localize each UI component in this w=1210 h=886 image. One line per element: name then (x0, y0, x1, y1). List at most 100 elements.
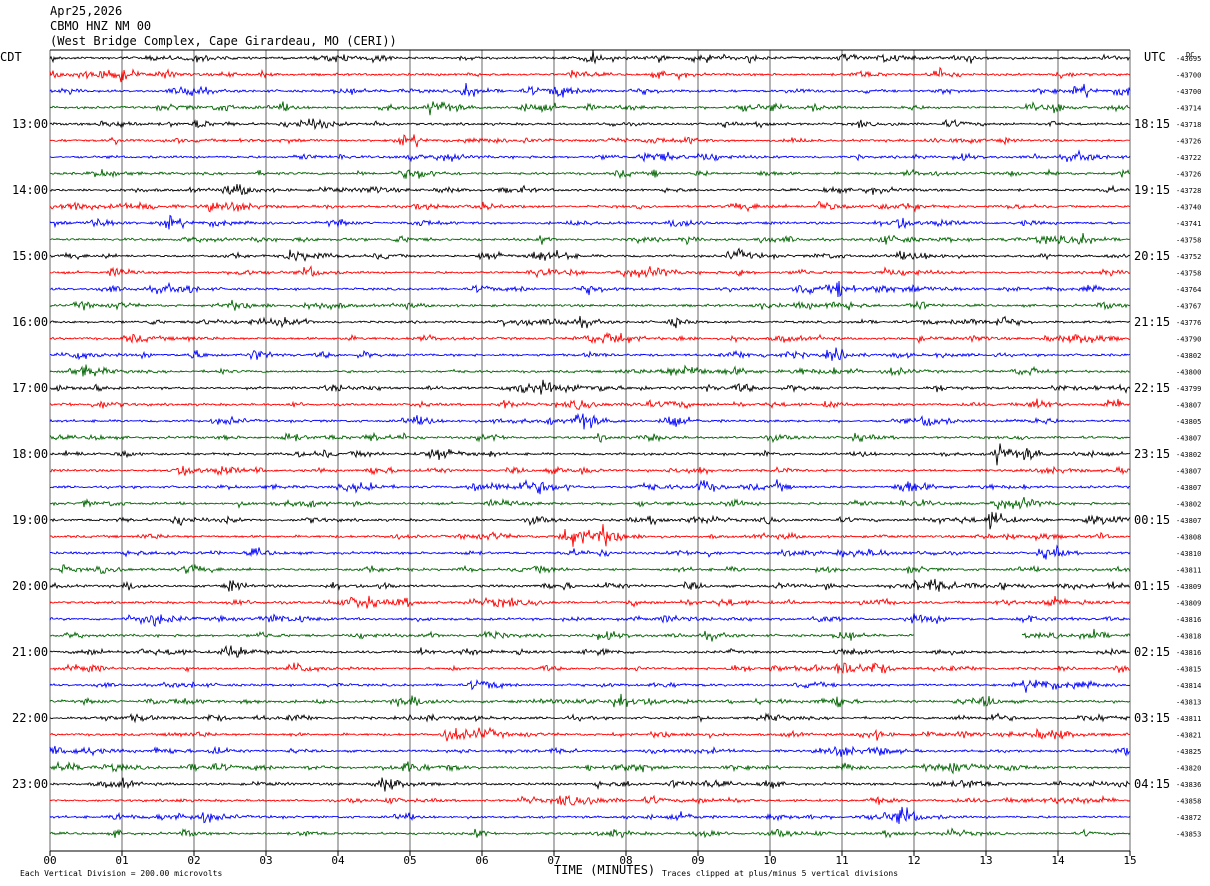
cdt-label-9: 22:00 (12, 711, 48, 725)
trace-37 (49, 645, 1130, 658)
cdt-label-5: 18:00 (12, 447, 48, 461)
trace-16 (49, 299, 1131, 311)
x-tick-label-12: 12 (907, 854, 920, 867)
dc-offset-41: -43811 (1176, 715, 1201, 723)
dc-offset-18: -43790 (1176, 336, 1201, 344)
dc-offset-19: -43802 (1176, 352, 1201, 360)
dc-offset-47: -43872 (1176, 814, 1201, 822)
trace-26 (49, 465, 1131, 476)
utc-label-8: 02:15 (1134, 645, 1170, 659)
dc-offset-3: -43700 (1176, 88, 1201, 96)
trace-42 (50, 726, 1131, 742)
trace-29 (49, 511, 1131, 530)
x-axis-ticks: 00 01 02 03 04 05 06 07 08 09 10 11 12 13 14 15 (43, 851, 1137, 867)
scale-note: Each Vertical Division = 200.00 microvol… (20, 869, 222, 878)
utc-label-10: 04:15 (1134, 777, 1170, 791)
utc-label-9: 03:15 (1134, 711, 1170, 725)
trace-46 (49, 794, 1131, 806)
utc-label-7: 01:15 (1134, 579, 1170, 593)
trace-9 (49, 184, 1131, 196)
trace-15 (49, 280, 1131, 298)
dc-offset-44: -43820 (1176, 765, 1201, 773)
utc-label-5: 23:15 (1134, 447, 1170, 461)
trace-43 (49, 745, 1131, 757)
dc-offset-27: -43807 (1176, 484, 1201, 492)
trace-23 (49, 412, 1131, 430)
dc-offset-22: -43807 (1176, 402, 1201, 410)
x-tick-label-4: 04 (331, 854, 345, 867)
dc-offset-39: -43814 (1176, 682, 1201, 690)
x-tick-label-3: 03 (259, 854, 272, 867)
trace-36 (49, 628, 1131, 642)
trace-28 (49, 496, 1131, 510)
seismic-traces (49, 50, 1131, 839)
cdt-label-7: 20:00 (12, 579, 48, 593)
dc-offset-12: -43758 (1176, 237, 1201, 245)
left-axis-title: CDT (0, 50, 22, 64)
trace-25 (49, 443, 1131, 466)
trace-20 (49, 364, 1131, 377)
x-tick-label-13: 13 (979, 854, 992, 867)
trace-24 (49, 431, 1131, 444)
trace-3 (49, 83, 1131, 98)
dc-offset-48: -43853 (1176, 831, 1201, 839)
dc-offset-28: -43802 (1176, 501, 1201, 509)
dc-offset-6: -43726 (1176, 138, 1201, 146)
plot-date: Apr25,2026 (50, 4, 122, 18)
dc-offset-8: -43726 (1176, 171, 1201, 179)
dc-offset-30: -43808 (1176, 534, 1201, 542)
dc-offset-40: -43813 (1176, 699, 1201, 707)
clip-note: Traces clipped at plus/minus 5 vertical … (662, 869, 898, 878)
x-tick-label-6: 06 (475, 854, 488, 867)
cdt-label-3: 16:00 (12, 315, 48, 329)
dc-offset-21: -43799 (1176, 385, 1201, 393)
dc-offset-35: -43816 (1176, 616, 1201, 624)
dc-offset-1: -43695 (1176, 55, 1201, 63)
dc-offset-34: -43809 (1176, 600, 1201, 608)
x-tick-label-10: 10 (763, 854, 776, 867)
dc-offset-36: -43818 (1176, 633, 1201, 641)
x-tick-label-8: 08 (619, 854, 632, 867)
utc-label-3: 21:15 (1134, 315, 1170, 329)
x-tick-label-14: 14 (1051, 854, 1065, 867)
trace-2 (49, 66, 1131, 83)
trace-40 (49, 693, 1131, 708)
utc-label-6: 00:15 (1134, 513, 1170, 527)
trace-10 (49, 200, 1131, 213)
dc-offset-11: -43741 (1176, 220, 1201, 228)
dc-offset-4: -43714 (1176, 105, 1201, 113)
trace-27 (50, 478, 1130, 495)
trace-48 (49, 827, 1131, 839)
right-axis-title: UTC (1144, 50, 1166, 64)
dc-offset-45: -43836 (1176, 781, 1201, 789)
cdt-label-6: 19:00 (12, 513, 48, 527)
x-tick-label-0: 00 (43, 854, 56, 867)
trace-6 (49, 134, 1130, 148)
trace-12 (49, 233, 1131, 246)
dc-offset-37: -43816 (1176, 649, 1201, 657)
trace-41 (49, 712, 1131, 724)
dc-offset-43: -43825 (1176, 748, 1201, 756)
trace-19 (49, 347, 1131, 361)
cdt-time-labels: 13:00 14:00 15:00 16:00 17:00 18:00 19:00 20:00… (12, 117, 48, 791)
utc-label-2: 20:15 (1134, 249, 1170, 263)
x-tick-label-1: 01 (115, 854, 128, 867)
x-tick-label-5: 05 (403, 854, 416, 867)
station-location: (West Bridge Complex, Cape Girardeau, MO… (50, 34, 397, 48)
dc-offset-14: -43758 (1176, 270, 1201, 278)
cdt-label-4: 17:00 (12, 381, 48, 395)
dc-offset-2: -43700 (1176, 72, 1201, 80)
trace-14 (49, 265, 1131, 279)
utc-label-4: 22:15 (1134, 381, 1170, 395)
trace-45 (49, 777, 1131, 792)
cdt-label-1: 14:00 (12, 183, 48, 197)
x-tick-label-7: 07 (547, 854, 560, 867)
dc-offset-7: -43722 (1176, 154, 1201, 162)
dc-offset-26: -43807 (1176, 468, 1201, 476)
trace-39 (49, 678, 1131, 693)
dc-offset-20: -43800 (1176, 369, 1201, 377)
utc-label-0: 18:15 (1134, 117, 1170, 131)
dc-offset-5: -43718 (1176, 121, 1201, 129)
dc-offset-33: -43809 (1176, 583, 1201, 591)
trace-32 (49, 563, 1131, 575)
